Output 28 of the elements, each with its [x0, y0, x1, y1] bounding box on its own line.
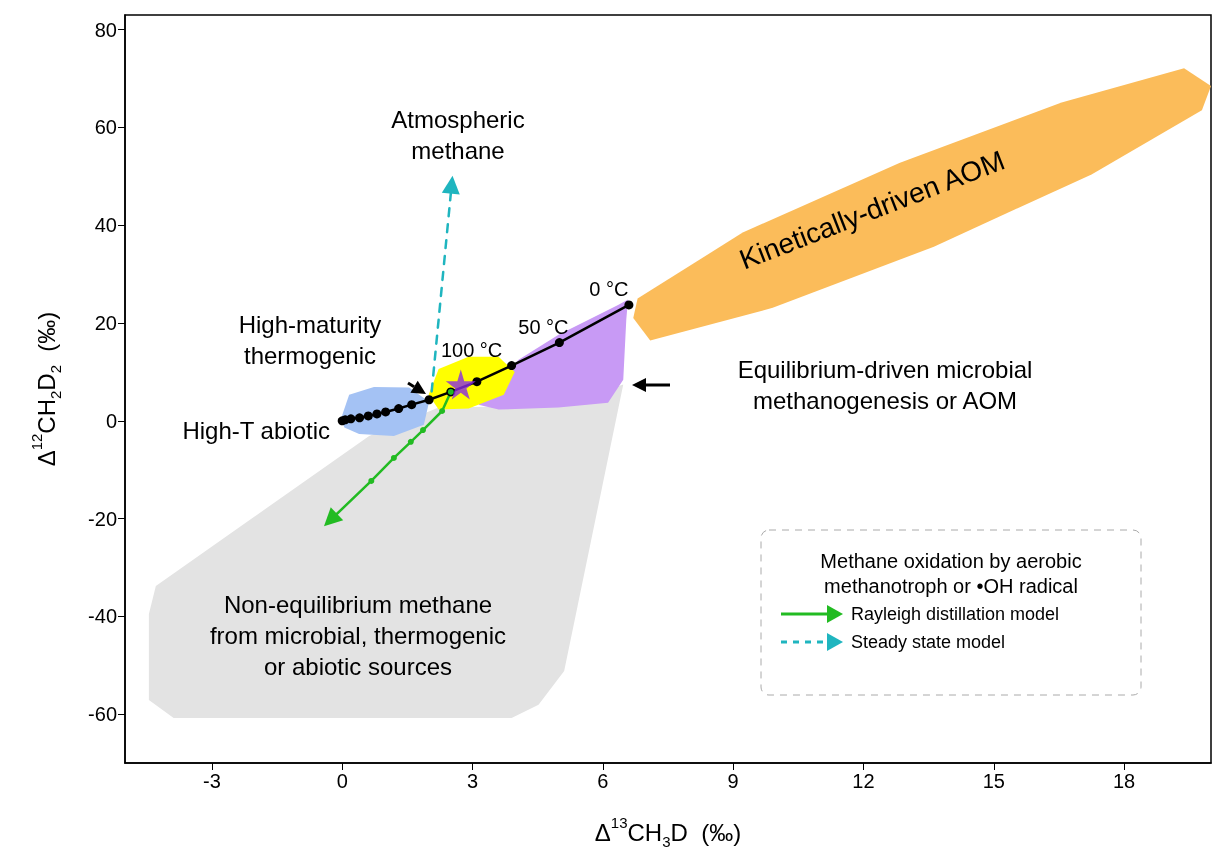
annotation: High-maturity thermogenic [238, 311, 382, 369]
x-tick-label: 15 [982, 770, 1005, 792]
y-tick-label: 80 [94, 18, 117, 41]
legend-label: Steady state model [851, 632, 1006, 652]
x-tick-label: 12 [852, 770, 875, 792]
y-tick-label: -40 [88, 605, 117, 628]
x-tick-label: 18 [1112, 770, 1136, 792]
y-tick-label: -20 [88, 507, 117, 530]
x-tick-label: 0 [336, 770, 348, 792]
y-axis-title: Δ12CH2D2 (‰) [28, 311, 64, 467]
y-tick-label: 20 [94, 312, 117, 334]
x-tick-label: 3 [466, 770, 479, 792]
y-tick-label: 40 [94, 214, 117, 237]
annotation: 0 °C [589, 277, 629, 300]
x-tick-label: -3 [202, 770, 221, 792]
x-tick-label: 6 [597, 770, 609, 792]
annotation: Equilibrium-driven microbial methanogenesis or AOM [737, 356, 1033, 414]
annotation: High-T abiotic [182, 416, 330, 444]
y-tick-label: 0 [105, 409, 117, 432]
legend-title: Methane oxidation by aerobic methanotroph or •OH radical [820, 549, 1082, 597]
x-tick-label: 9 [727, 770, 739, 792]
annotation: Non-equilibrium methane from microbial, thermogenic or abiotic sources [209, 590, 507, 680]
y-tick-label: -60 [88, 703, 117, 726]
annotation: 50 °C [518, 315, 569, 338]
legend-label: Rayleigh distillation model [851, 604, 1060, 624]
annotation: 100 °C [440, 338, 503, 361]
annotation: Atmospheric methane [391, 106, 525, 164]
y-tick-label: 60 [94, 116, 117, 139]
